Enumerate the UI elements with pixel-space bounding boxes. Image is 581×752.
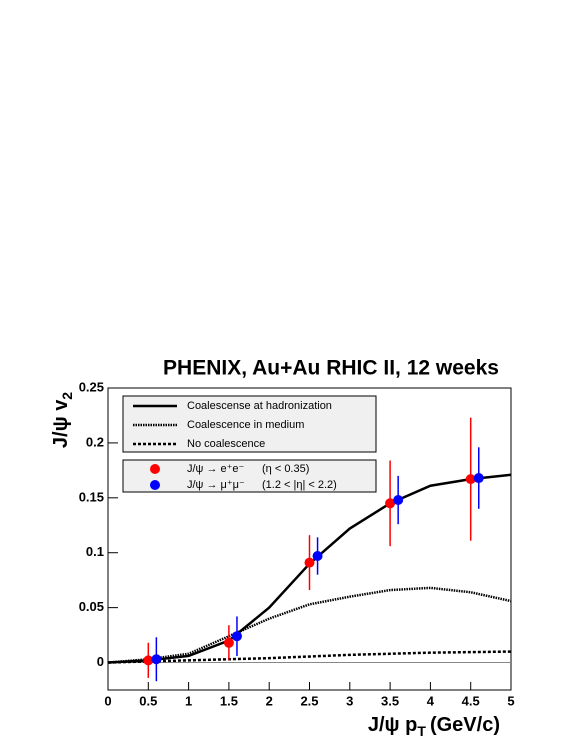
legend-label: J/ψ → μ⁺μ⁻ [187, 479, 245, 491]
legend-label: J/ψ → e⁺e⁻ [187, 463, 245, 475]
x-tick-label: 3 [346, 693, 353, 708]
y-tick-label: 0 [97, 654, 104, 669]
chart-title: PHENIX, Au+Au RHIC II, 12 weeks [163, 357, 499, 380]
y-tick-label: 0.25 [79, 379, 104, 394]
point [304, 557, 315, 568]
x-tick-label: 0 [104, 693, 111, 708]
legend-label: Coalescense at hadronization [187, 400, 332, 412]
legend-range: (1.2 < |η| < 2.2) [262, 479, 337, 491]
point [231, 631, 242, 642]
point [151, 654, 162, 665]
x-tick-label: 1 [185, 693, 192, 708]
x-tick-label: 4 [427, 693, 435, 708]
point [385, 498, 396, 509]
y-tick-label: 0.05 [79, 599, 104, 614]
legend-marker [150, 480, 160, 490]
x-label-main: J/ψ p [368, 714, 418, 736]
x-label-sub: T [417, 723, 426, 739]
point [223, 637, 234, 648]
x-label-unit: (GeV/c) [430, 714, 500, 736]
x-tick-label: 3.5 [381, 693, 399, 708]
curve [107, 650, 512, 664]
x-tick-label: 4.5 [462, 693, 480, 708]
x-tick-label: 2.5 [300, 693, 318, 708]
y-tick-label: 0.2 [86, 434, 104, 449]
x-tick-label: 0.5 [139, 693, 157, 708]
point [312, 551, 323, 562]
legend-box [122, 459, 377, 493]
x-tick-label: 2 [266, 693, 273, 708]
x-tick-label: 5 [507, 693, 514, 708]
curve [107, 586, 512, 664]
legend-marker [150, 464, 160, 474]
point [465, 474, 476, 485]
x-axis-label: J/ψ pT (GeV/c) [368, 714, 500, 738]
legend-label: No coalescence [187, 438, 265, 450]
point [143, 655, 154, 666]
y-axis-label: J/ψ v2 [50, 392, 74, 448]
y-label-main: J/ψ v [50, 399, 72, 448]
point [393, 495, 404, 506]
y-label-sub: 2 [59, 392, 75, 400]
x-tick-label: 1.5 [220, 693, 238, 708]
y-tick-label: 0.15 [79, 489, 104, 504]
legend-label: Coalescence in medium [187, 419, 304, 431]
y-tick-label: 0.1 [86, 544, 104, 559]
legend-range: (η < 0.35) [262, 463, 309, 475]
point [473, 473, 484, 484]
